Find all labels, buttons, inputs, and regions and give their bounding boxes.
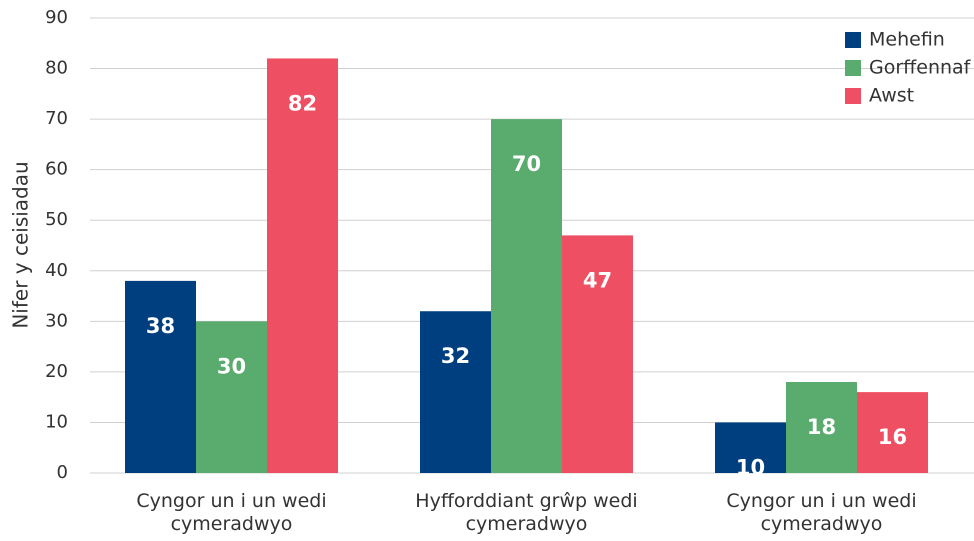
bar bbox=[420, 311, 491, 473]
y-tick-label: 70 bbox=[45, 108, 68, 129]
data-label: 38 bbox=[146, 314, 175, 338]
y-tick-label: 10 bbox=[45, 411, 68, 432]
y-axis-label: Nifer y ceisiadau bbox=[9, 161, 33, 328]
data-label: 18 bbox=[807, 415, 836, 439]
y-tick-label: 50 bbox=[45, 209, 68, 230]
y-tick-label: 30 bbox=[45, 310, 68, 331]
bar bbox=[491, 119, 562, 473]
data-label: 30 bbox=[217, 354, 246, 378]
bar bbox=[267, 58, 338, 473]
y-tick-label: 90 bbox=[45, 7, 68, 28]
data-label: 82 bbox=[288, 91, 317, 115]
y-tick-label: 0 bbox=[57, 462, 68, 483]
legend-label: Mehefin bbox=[869, 29, 945, 51]
bar bbox=[715, 422, 786, 473]
data-label: 32 bbox=[441, 344, 470, 368]
bar bbox=[196, 321, 267, 473]
data-label: 70 bbox=[512, 152, 541, 176]
x-tick-label: Cyngor un i un wedi cymeradwyo bbox=[726, 490, 917, 535]
bar bbox=[562, 235, 633, 473]
y-tick-label: 60 bbox=[45, 159, 68, 180]
data-label: 10 bbox=[736, 455, 765, 479]
bar bbox=[786, 382, 857, 473]
y-tick-label: 20 bbox=[45, 361, 68, 382]
legend-swatch bbox=[845, 88, 861, 104]
x-tick-label: Hyfforddiant grŵp wedi cymeradwyo bbox=[415, 490, 638, 535]
legend-swatch bbox=[845, 60, 861, 76]
y-tick-label: 80 bbox=[45, 58, 68, 79]
legend-label: Gorffennaf bbox=[869, 57, 972, 79]
legend-label: Awst bbox=[869, 85, 914, 107]
data-label: 16 bbox=[878, 425, 907, 449]
data-label: 47 bbox=[583, 268, 612, 292]
y-tick-label: 40 bbox=[45, 260, 68, 281]
bar bbox=[125, 280, 196, 473]
legend-swatch bbox=[845, 32, 861, 48]
x-tick-label: Cyngor un i un wedi cymeradwyo bbox=[136, 490, 327, 535]
bar bbox=[857, 392, 928, 473]
